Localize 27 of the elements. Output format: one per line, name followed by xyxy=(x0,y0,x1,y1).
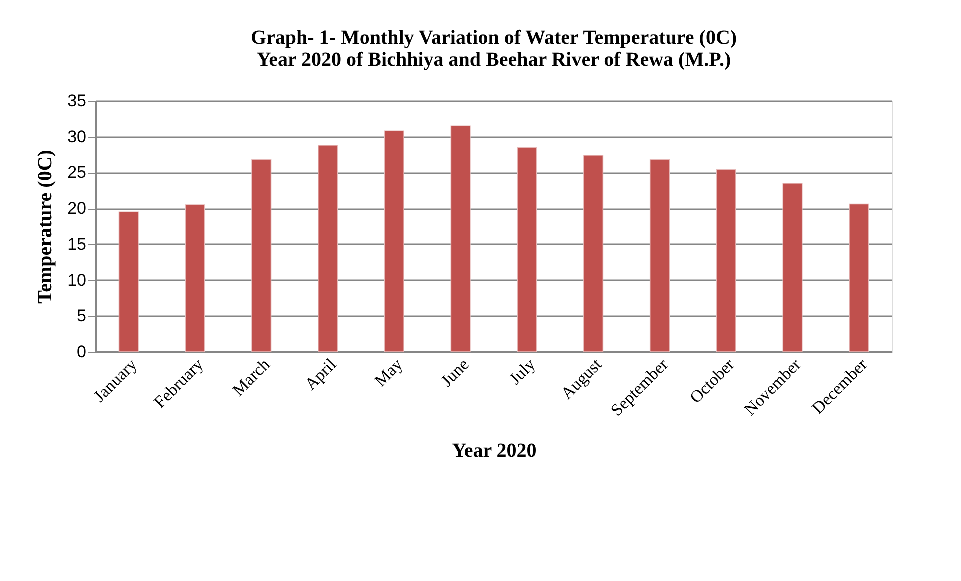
y-tick-label: 30 xyxy=(68,127,86,146)
x-tick-label: June xyxy=(437,355,473,391)
y-tick-label: 35 xyxy=(68,92,86,110)
x-tick-label: July xyxy=(506,354,540,389)
bar xyxy=(782,183,803,352)
bar xyxy=(384,130,404,352)
y-tick-label: 0 xyxy=(77,342,86,362)
y-tick-label: 20 xyxy=(68,199,86,218)
x-axis-title: Year 2020 xyxy=(452,440,537,462)
bar xyxy=(318,145,338,352)
bar xyxy=(584,155,604,352)
bar xyxy=(849,204,870,352)
bar xyxy=(118,212,139,352)
y-tick-label: 10 xyxy=(68,270,86,290)
bar xyxy=(252,159,272,352)
y-tick-label: 15 xyxy=(68,234,86,254)
bar xyxy=(716,169,736,352)
y-tick-label: 5 xyxy=(77,306,86,326)
bar xyxy=(450,126,471,352)
bar xyxy=(650,159,670,352)
y-axis-title: Temperature (0C) xyxy=(34,150,57,304)
x-tick-label: May xyxy=(370,354,407,391)
bar xyxy=(517,147,538,352)
bar xyxy=(185,204,206,352)
text: Graph- 1- Monthly Variation of Water Temperature (0C) xyxy=(250,27,738,49)
y-tick-label: 25 xyxy=(68,163,86,182)
text: Year 2020 of Bichhiya and Beehar River of Rewa (M.P.) xyxy=(256,49,732,71)
